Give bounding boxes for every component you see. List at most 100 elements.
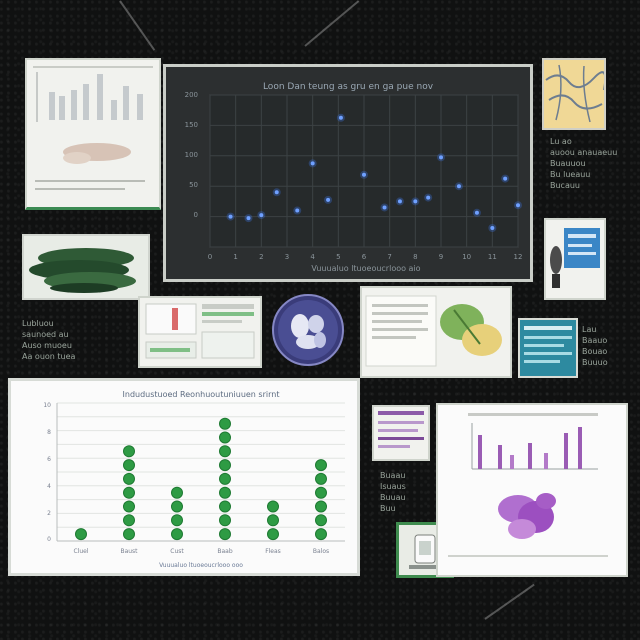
scatter-point (516, 203, 520, 208)
bar-dot (219, 500, 231, 513)
x-axis-label: Vuuualuo ltuoeoucrlooo ooo (159, 562, 243, 569)
y-tick-label: 0 (47, 536, 51, 543)
x-tick-label: Cust (170, 548, 184, 555)
bar-dot (219, 445, 231, 458)
scatter-point (228, 214, 233, 219)
scatter-point (382, 205, 387, 210)
y-axis-ticks: 10 8 6 4 2 0 (43, 402, 51, 543)
leaf-image (29, 248, 136, 293)
purple-chart-graphic (448, 413, 608, 557)
x-tick-label: 9 (439, 253, 443, 261)
bar-dot (315, 528, 327, 541)
document-card-center[interactable] (138, 296, 262, 368)
bar-dot (219, 472, 231, 485)
bar-dot (171, 528, 183, 541)
plant-document-card[interactable] (360, 286, 512, 378)
x-tick-label: 8 (413, 253, 417, 261)
leaf-image-card[interactable] (22, 234, 150, 300)
y-tick-label: 4 (47, 483, 51, 490)
y-tick-label: 150 (185, 121, 198, 129)
bar-dot (267, 514, 279, 527)
x-tick-label: 3 (285, 253, 289, 261)
scatter-point (295, 208, 300, 213)
left-caption: Lubluou saunoed au Auso muoeu Aa ouon tu… (22, 319, 76, 361)
bar-dot (267, 500, 279, 513)
blue-panel-card[interactable] (518, 318, 578, 378)
scatter-point (413, 199, 418, 204)
scatter-points (226, 113, 522, 232)
bar-chart-panel[interactable]: Indudustuoed Reonhuoutuniuuen srirnt 10 … (8, 378, 360, 576)
bar-dot (315, 472, 327, 485)
bar-dot (315, 459, 327, 472)
bar-dot (123, 486, 135, 499)
bar-dot (267, 528, 279, 541)
scatter-point (338, 115, 343, 120)
bar-dot (219, 528, 231, 541)
chart-grid (209, 94, 519, 248)
scatter-point (439, 155, 443, 160)
map-thumbnail (544, 60, 604, 128)
x-tick-label: 5 (336, 253, 340, 261)
y-tick-label: 2 (47, 510, 51, 517)
x-tick-label: 6 (362, 253, 367, 261)
x-tick-label: 7 (387, 253, 391, 261)
x-tick-label: Cluel (73, 548, 88, 555)
x-tick-label: 4 (310, 253, 315, 261)
bar-dot (171, 514, 183, 527)
y-tick-label: 8 (47, 429, 51, 436)
purple-doc-card[interactable] (372, 405, 430, 461)
x-axis-label: Vuuualuo ltuoeoucrlooo aio (311, 264, 420, 273)
scatter-point (326, 197, 331, 202)
x-tick-label: 11 (488, 253, 497, 261)
x-tick-label: Fleas (265, 548, 281, 555)
bar-cust (171, 486, 183, 541)
chart-title: Indudustuoed Reonhuoutuniuuen srirnt (123, 390, 280, 399)
bar-dot (123, 514, 135, 527)
blue-panel-graphic (524, 326, 572, 363)
bar-baab (219, 417, 231, 541)
bar-dot (315, 514, 327, 527)
x-tick-label: Baust (120, 548, 138, 555)
report-card-top-left[interactable] (25, 58, 161, 210)
scatter-point (426, 195, 431, 200)
bar-dot (219, 459, 231, 472)
right-top-caption: Lu ao auoou anauaeuu Buauuou Bu lueauu B… (550, 137, 618, 190)
scatter-point (310, 161, 315, 166)
bar-dot (219, 417, 231, 430)
x-axis-ticks: Cluel Baust Cust Baab Fleas Balos (73, 548, 329, 555)
purple-chart-card[interactable] (436, 403, 628, 577)
x-tick-label: 2 (259, 253, 263, 261)
dot-bars (75, 417, 327, 541)
center-caption: Buaau Isuaus Buuau Buu (380, 471, 406, 513)
chart-title: Loon Dan teung as gru en ga pue nov (263, 82, 434, 92)
scatter-chart-panel[interactable]: Loon Dan teung as gru en ga pue nov 200 … (163, 64, 533, 282)
figure-card-right[interactable] (544, 218, 606, 300)
circular-image[interactable] (272, 294, 344, 366)
map-card[interactable] (542, 58, 606, 130)
scatter-point (259, 213, 264, 218)
scatter-point (274, 190, 279, 195)
bar-dot (123, 445, 135, 458)
scatter-point (490, 226, 495, 230)
bar-cluel (75, 528, 87, 541)
y-tick-label: 6 (47, 456, 51, 463)
bar-dot (123, 472, 135, 485)
scatter-point (362, 172, 366, 177)
bar-dot (123, 459, 135, 472)
y-axis-ticks: 200 150 100 50 0 (185, 91, 198, 219)
y-tick-label: 50 (189, 181, 198, 189)
bar-dot (75, 528, 87, 541)
x-tick-label: 1 (233, 253, 237, 261)
bar-dot (123, 528, 135, 541)
x-tick-label: 0 (208, 253, 212, 261)
x-tick-label: 10 (462, 253, 471, 261)
bar-dot (219, 514, 231, 527)
bar-baust (123, 445, 135, 541)
x-tick-label: 12 (514, 253, 523, 261)
bar-dot (219, 431, 231, 444)
scatter-point (246, 216, 251, 221)
bar-dot (171, 486, 183, 499)
x-axis-ticks: 0 1 2 3 4 5 6 7 8 9 10 11 12 (208, 253, 523, 261)
y-tick-label: 10 (43, 402, 51, 409)
bar-dot (171, 500, 183, 513)
